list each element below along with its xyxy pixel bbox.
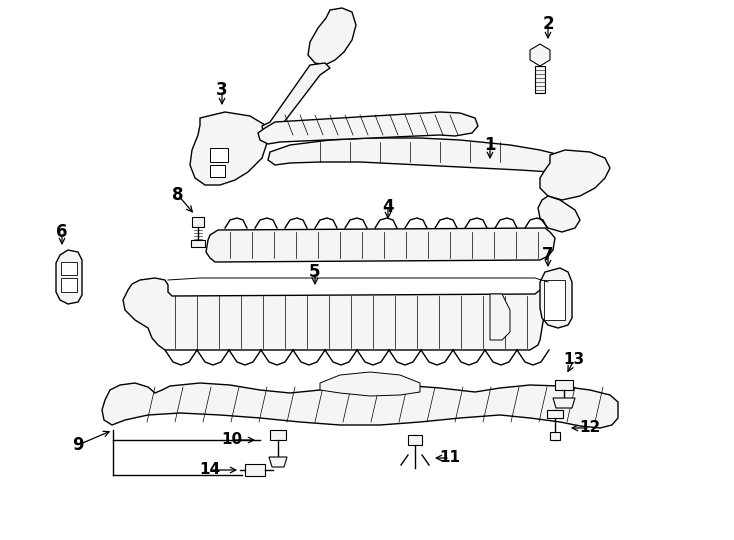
Text: 8: 8 (172, 186, 184, 204)
Text: 4: 4 (382, 198, 394, 216)
Polygon shape (535, 66, 545, 93)
Text: 9: 9 (72, 436, 84, 454)
Text: 1: 1 (484, 136, 495, 154)
Polygon shape (61, 278, 77, 292)
Text: 6: 6 (57, 223, 68, 241)
Polygon shape (262, 63, 330, 140)
Polygon shape (308, 8, 356, 65)
Polygon shape (320, 372, 420, 396)
Text: 2: 2 (542, 15, 554, 33)
Polygon shape (530, 44, 550, 66)
Polygon shape (269, 457, 287, 467)
Polygon shape (192, 217, 204, 227)
Text: 5: 5 (309, 263, 321, 281)
Polygon shape (123, 272, 560, 350)
Polygon shape (270, 430, 286, 440)
Text: 13: 13 (564, 353, 584, 368)
Text: 7: 7 (542, 246, 554, 264)
Polygon shape (540, 150, 610, 200)
Polygon shape (555, 380, 573, 390)
Polygon shape (210, 165, 225, 177)
Polygon shape (245, 464, 265, 476)
Polygon shape (490, 294, 510, 340)
Polygon shape (56, 250, 82, 304)
Polygon shape (550, 432, 560, 440)
Polygon shape (544, 280, 565, 320)
Polygon shape (553, 398, 575, 408)
Polygon shape (190, 112, 268, 185)
Polygon shape (191, 240, 205, 247)
Polygon shape (61, 262, 77, 275)
Text: 12: 12 (579, 421, 600, 435)
Polygon shape (547, 410, 563, 418)
Polygon shape (408, 435, 422, 445)
Text: 3: 3 (217, 81, 228, 99)
Polygon shape (540, 268, 572, 328)
Polygon shape (538, 196, 580, 232)
Text: 10: 10 (222, 433, 242, 448)
Polygon shape (102, 383, 618, 428)
Text: 11: 11 (440, 450, 460, 465)
Polygon shape (268, 138, 570, 172)
Polygon shape (210, 148, 228, 162)
Text: 14: 14 (200, 462, 220, 477)
Polygon shape (258, 112, 478, 144)
Polygon shape (206, 228, 555, 262)
